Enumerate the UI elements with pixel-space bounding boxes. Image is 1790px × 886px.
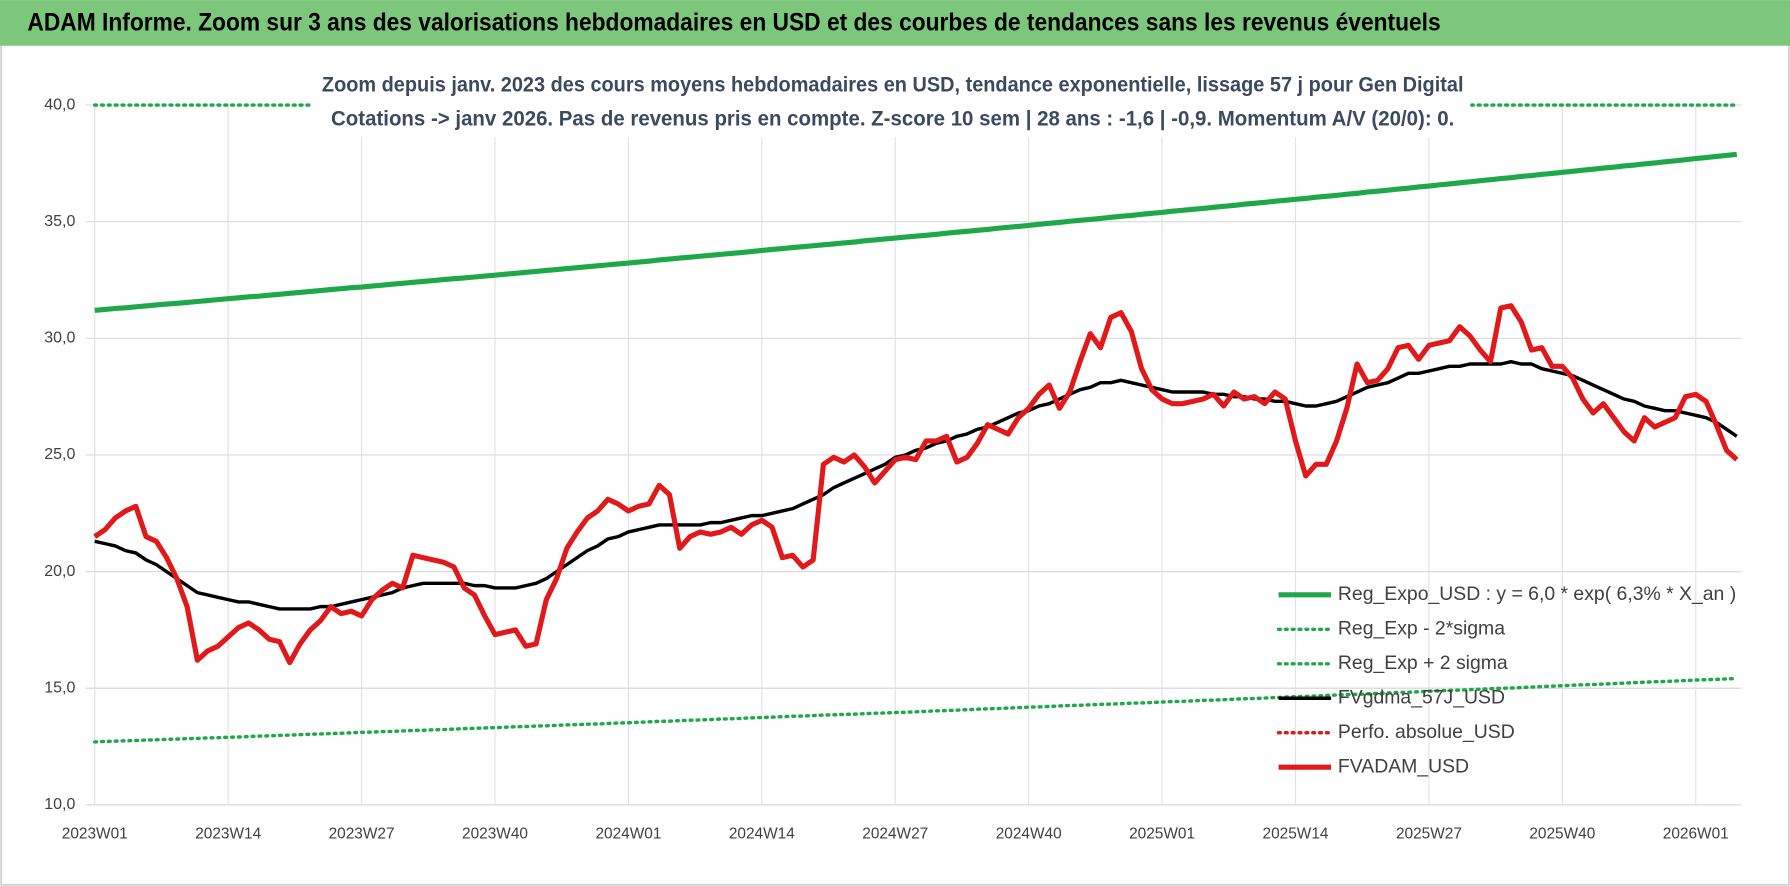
legend-label: Perfo. absolue_USD bbox=[1338, 721, 1515, 743]
legend-label: FVADAM_USD bbox=[1338, 755, 1469, 777]
series-line bbox=[94, 359, 1738, 611]
series-line bbox=[94, 151, 1738, 313]
legend-label: Reg_Expo_USD : y = 6,0 * exp( 6,3% * X_a… bbox=[1338, 583, 1736, 605]
x-tick-label: 2023W27 bbox=[329, 826, 395, 843]
legend-label: FVgdma_57J_USD bbox=[1338, 686, 1505, 708]
series-line bbox=[93, 676, 1739, 744]
y-tick-label: 35,0 bbox=[44, 213, 75, 230]
x-tick-label: 2023W14 bbox=[195, 826, 261, 843]
y-tick-label: 40,0 bbox=[44, 96, 75, 113]
series-line bbox=[93, 303, 1739, 666]
y-tick-label: 20,0 bbox=[44, 563, 75, 580]
x-tick-label: 2025W40 bbox=[1529, 826, 1595, 843]
x-tick-label: 2023W40 bbox=[462, 826, 528, 843]
y-tick-label: 25,0 bbox=[44, 446, 75, 463]
y-tick-label: 10,0 bbox=[44, 796, 75, 813]
subtitle-line: Cotations -> janv 2026. Pas de revenus p… bbox=[331, 106, 1454, 131]
plot-area: 10,0 15,0 20,0 25,0 30,0 35,0 40,0 2023W01 2023W… bbox=[44, 96, 1741, 843]
subtitle-line: Zoom depuis janv. 2023 des cours moyens … bbox=[322, 71, 1464, 96]
x-tick-label: 2024W40 bbox=[996, 826, 1062, 843]
x-tick-label: 2025W27 bbox=[1396, 826, 1462, 843]
x-tick-label: 2025W01 bbox=[1129, 826, 1195, 843]
title-bar bbox=[0, 0, 1790, 46]
y-tick-label: 15,0 bbox=[44, 679, 75, 696]
x-tick-label: 2024W27 bbox=[862, 826, 928, 843]
x-tick-label: 2024W01 bbox=[595, 826, 661, 843]
y-tick-label: 30,0 bbox=[44, 330, 75, 347]
x-tick-label: 2026W01 bbox=[1663, 826, 1729, 843]
x-tick-label: 2025W14 bbox=[1263, 826, 1329, 843]
x-tick-label: 2023W01 bbox=[62, 826, 128, 843]
subtitle-box bbox=[310, 66, 1471, 138]
x-tick-label: 2024W14 bbox=[729, 826, 795, 843]
chart-title: ADAM Informe. Zoom sur 3 ans des valoris… bbox=[27, 9, 1440, 37]
legend: Reg_Expo_USD : y = 6,0 * exp( 6,3% * X_a… bbox=[1276, 583, 1736, 777]
legend-label: Reg_Exp + 2 sigma bbox=[1338, 652, 1508, 674]
legend-label: Reg_Exp - 2*sigma bbox=[1338, 617, 1505, 639]
